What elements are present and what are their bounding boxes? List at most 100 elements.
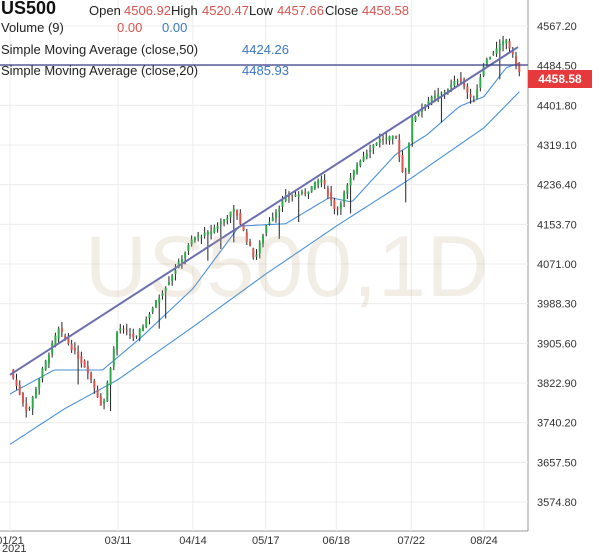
candle-up [343,192,346,203]
candle-up [362,156,365,161]
candle-up [219,221,222,225]
candle-up [446,89,449,93]
candle-down [304,192,307,194]
sma20-indicator-name: Simple Moving Average (close,20) [1,63,199,78]
candle-down [330,192,333,201]
candle-up [294,194,297,197]
candle-up [502,40,505,46]
x-tick-label: 06/18 [323,535,351,547]
candle-up [154,300,157,308]
candle-up [427,100,430,105]
candle-up [359,160,362,166]
close-label: Close [325,3,359,18]
candle-up [268,221,271,225]
sma-20-line [9,62,520,395]
y-tick-label: 4071.00 [537,259,577,271]
candle-down [129,334,132,336]
candle-up [210,231,213,235]
y-tick-label: 3574.80 [537,497,577,509]
candle-up [378,138,381,143]
candle-up [109,368,112,386]
last-price-tag: 4458.58 [528,70,592,88]
y-tick-label: 4401.80 [537,100,577,112]
candle-up [365,153,368,158]
candle-up [223,219,226,223]
y-tick-label: 3740.20 [537,418,577,430]
candle-up [391,135,394,140]
candle-down [60,327,63,333]
candle-up [485,59,488,65]
candle-down [508,40,511,49]
candle-up [216,225,219,229]
x-tick-label: 05/17 [252,535,280,547]
candle-up [414,116,417,121]
candle-down [21,393,24,403]
candle-up [388,136,391,141]
candle-up [200,237,203,239]
candle-up [213,227,216,233]
candle-up [171,275,174,281]
trend-line [9,46,519,376]
candle-up [177,261,180,268]
low-value: 4457.66 [277,3,324,18]
open-value: 4506.92 [124,3,171,18]
candle-up [206,231,209,236]
candle-down [67,337,70,344]
candle-down [404,173,407,175]
low-label: Low [249,3,273,18]
candle-up [31,397,34,409]
candle-up [28,407,31,409]
x-tick-label: 01/21 [0,535,24,547]
candle-up [310,186,313,192]
candle-up [258,242,261,254]
high-value: 4520.47 [202,3,249,18]
candle-up [505,39,508,44]
x-tick-label: 07/22 [397,535,425,547]
candle-down [398,139,401,157]
candle-down [83,360,86,368]
candle-down [511,49,514,55]
close-value: 4458.58 [362,3,409,18]
candle-up [145,319,148,327]
candle-up [180,259,183,263]
candle-up [57,328,60,339]
candle-up [158,297,161,303]
candle-up [51,343,54,355]
candle-up [437,94,440,98]
candle-down [18,384,21,395]
candle-down [459,78,462,82]
candle-up [141,326,144,332]
candle-up [369,150,372,152]
volume-indicator-row[interactable]: Volume (9) 0.00 0.00 [0,20,420,38]
candle-up [492,53,495,55]
candle-up [320,179,323,183]
year-label: 2021 [2,543,27,555]
candle-down [77,351,80,359]
sma50-indicator-row[interactable]: Simple Moving Average (close,50) 4424.26 [0,42,420,60]
candle-down [122,328,125,330]
candle-up [417,112,420,115]
candle-down [469,94,472,98]
y-tick-label: 4153.70 [537,219,577,231]
candle-up [135,335,138,337]
candle-up [278,208,281,212]
candle-up [262,235,265,244]
candle-down [80,356,83,364]
volume-indicator-name: Volume (9) [1,20,64,35]
open-label: Open [89,3,121,18]
candle-up [106,382,109,402]
candle-up [440,92,443,94]
candle-up [187,244,190,252]
candle-up [151,307,154,312]
sma20-value: 4485.93 [242,63,289,78]
candle-down [466,86,469,93]
sma50-value: 4424.26 [242,42,289,57]
candle-down [99,395,102,406]
candle-down [73,348,76,351]
candle-down [86,366,89,374]
candle-up [356,164,359,173]
candle-down [239,213,242,224]
sma20-indicator-row[interactable]: Simple Moving Average (close,20) 4485.93 [0,63,420,81]
candle-down [132,334,135,338]
